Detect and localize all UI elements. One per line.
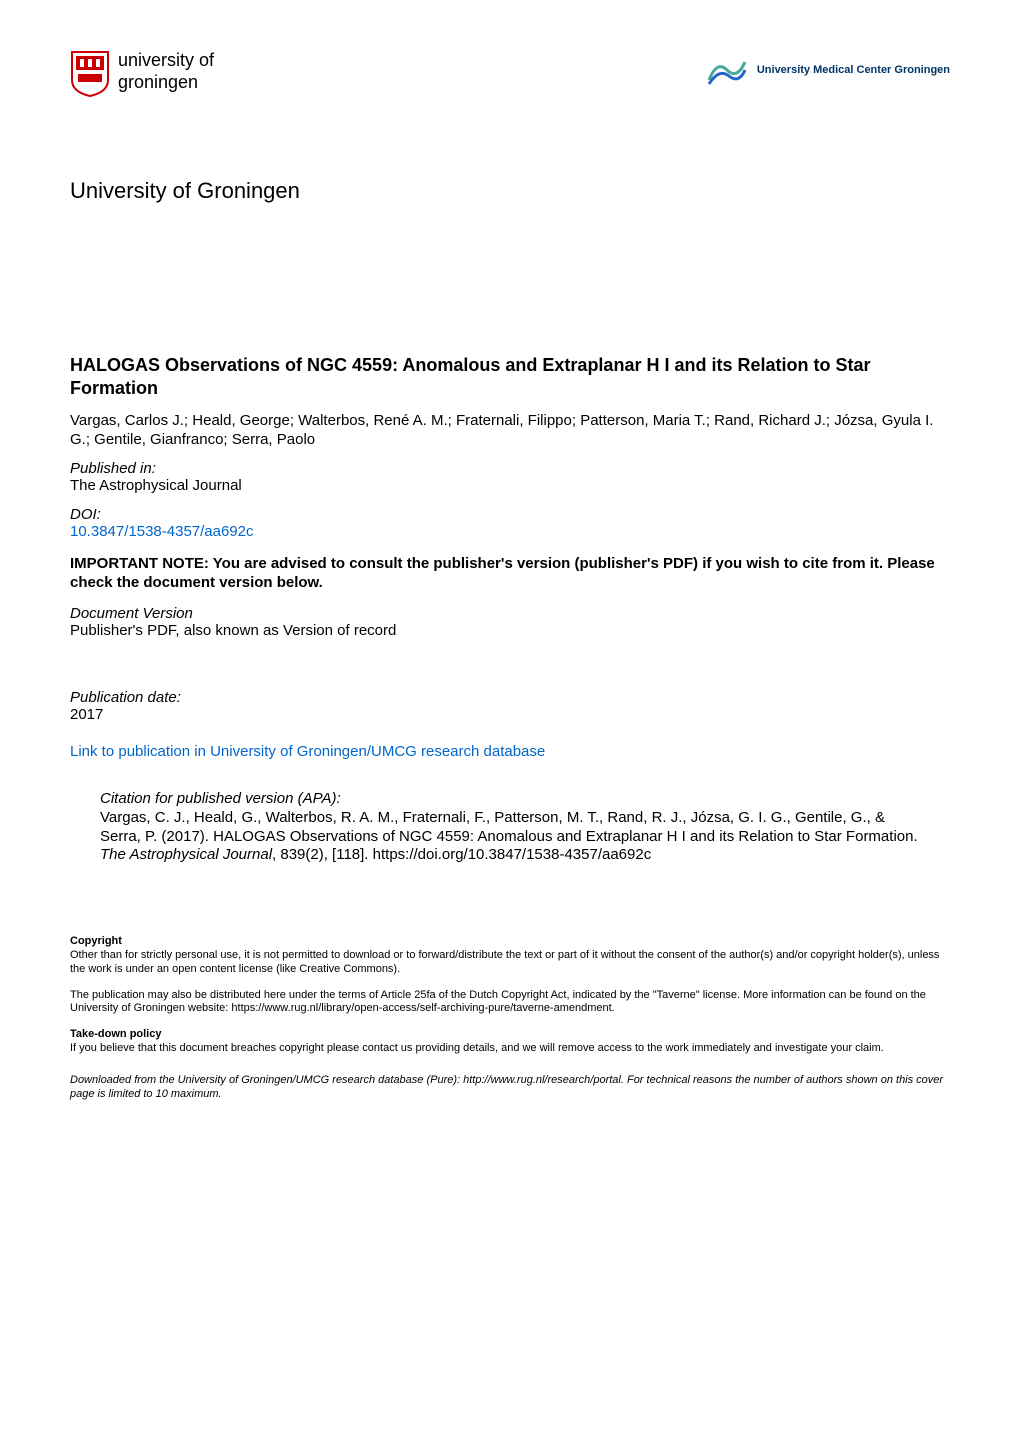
citation-journal: The Astrophysical Journal [100,846,272,863]
author-list: Vargas, Carlos J.; Heald, George; Walter… [70,411,950,450]
rug-logo-line1: university of [118,50,214,70]
umcg-logo-block: University Medical Center Groningen [707,50,950,90]
takedown-heading: Take-down policy [70,1028,950,1040]
citation-prefix: Vargas, C. J., Heald, G., Walterbos, R. … [100,809,918,845]
copyright-para1: Other than for strictly personal use, it… [70,949,950,977]
rug-logo-line2: groningen [118,72,198,92]
umcg-wave-icon [707,50,747,90]
rug-logo: university of groningen [70,50,214,98]
rug-logo-text: university of groningen [118,50,214,93]
citation-block: Citation for published version (APA): Va… [70,790,950,865]
citation-text: Vargas, C. J., Heald, G., Walterbos, R. … [100,809,920,865]
doi-label: DOI: [70,506,950,523]
copyright-heading: Copyright [70,935,950,947]
pubdate-value: 2017 [70,706,950,723]
pubdate-label: Publication date: [70,689,950,706]
citation-suffix: , 839(2), [118]. https://doi.org/10.3847… [272,846,651,863]
umcg-logo-text: University Medical Center Groningen [757,64,950,76]
important-note: IMPORTANT NOTE: You are advised to consu… [70,554,950,593]
doc-version-value: Publisher's PDF, also known as Version o… [70,622,950,639]
citation-label: Citation for published version (APA): [100,790,920,807]
footer-download-note: Downloaded from the University of Gronin… [70,1074,950,1102]
doc-version-label: Document Version [70,605,950,622]
doi-link[interactable]: 10.3847/1538-4357/aa692c [70,523,950,540]
published-in-label: Published in: [70,460,950,477]
paper-title: HALOGAS Observations of NGC 4559: Anomal… [70,354,950,401]
takedown-text: If you believe that this document breach… [70,1042,950,1056]
published-in-value: The Astrophysical Journal [70,477,950,494]
repository-link[interactable]: Link to publication in University of Gro… [70,743,950,760]
copyright-para2: The publication may also be distributed … [70,989,950,1017]
institution-name: University of Groningen [70,178,950,204]
rug-shield-icon [70,50,110,98]
header-bar: university of groningen University Medic… [70,50,950,98]
